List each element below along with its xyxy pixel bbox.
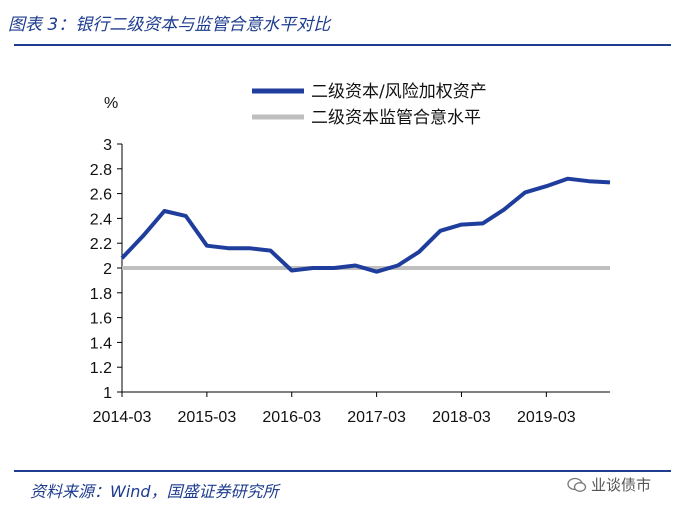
- source-note: 资料来源：Wind，国盛证券研究所: [30, 482, 279, 501]
- legend-label: 二级资本监管合意水平: [311, 108, 481, 128]
- watermark: 业谈债市: [567, 474, 651, 495]
- x-tick-label: 2017-03: [347, 409, 406, 426]
- y-tick-label: 2: [103, 261, 112, 278]
- legend-label: 二级资本/风险加权资产: [311, 82, 487, 102]
- x-tick-label: 2014-03: [93, 409, 152, 426]
- chart-series: [120, 176, 611, 274]
- x-tick-label: 2019-03: [517, 409, 576, 426]
- y-axis-unit: %: [104, 95, 118, 112]
- y-tick-label: 2.8: [90, 162, 112, 179]
- series-line-tier2-capital-ratio: [120, 176, 611, 274]
- watermark-text: 业谈债市: [591, 476, 652, 494]
- title-divider: [14, 44, 671, 46]
- y-tick-label: 1.8: [90, 286, 112, 303]
- y-tick-label: 1.2: [90, 360, 112, 377]
- y-tick-label: 1.6: [90, 311, 112, 328]
- wechat-icon: [567, 477, 587, 492]
- footer-divider: [14, 470, 671, 472]
- y-tick-label: 2.4: [90, 211, 112, 228]
- y-tick-label: 1: [103, 385, 112, 402]
- y-tick-label: 2.2: [90, 236, 112, 253]
- y-axis: 1 1.2 1.4 1.6 1.8 2 2.2 2.4 2.6 2.8 3: [90, 137, 123, 402]
- x-tick-label: 2018-03: [432, 409, 491, 426]
- y-tick-label: 3: [103, 137, 112, 154]
- x-tick-label: 2016-03: [262, 409, 321, 426]
- y-tick-label: 2.6: [90, 187, 112, 204]
- x-tick-label: 2015-03: [178, 409, 237, 426]
- figure-title: 图表 3：银行二级资本与监管合意水平对比: [8, 15, 331, 35]
- y-tick-label: 1.4: [90, 335, 112, 352]
- x-axis: 2014-03 2015-03 2016-03 2017-03 2018-03 2019-…: [93, 391, 610, 426]
